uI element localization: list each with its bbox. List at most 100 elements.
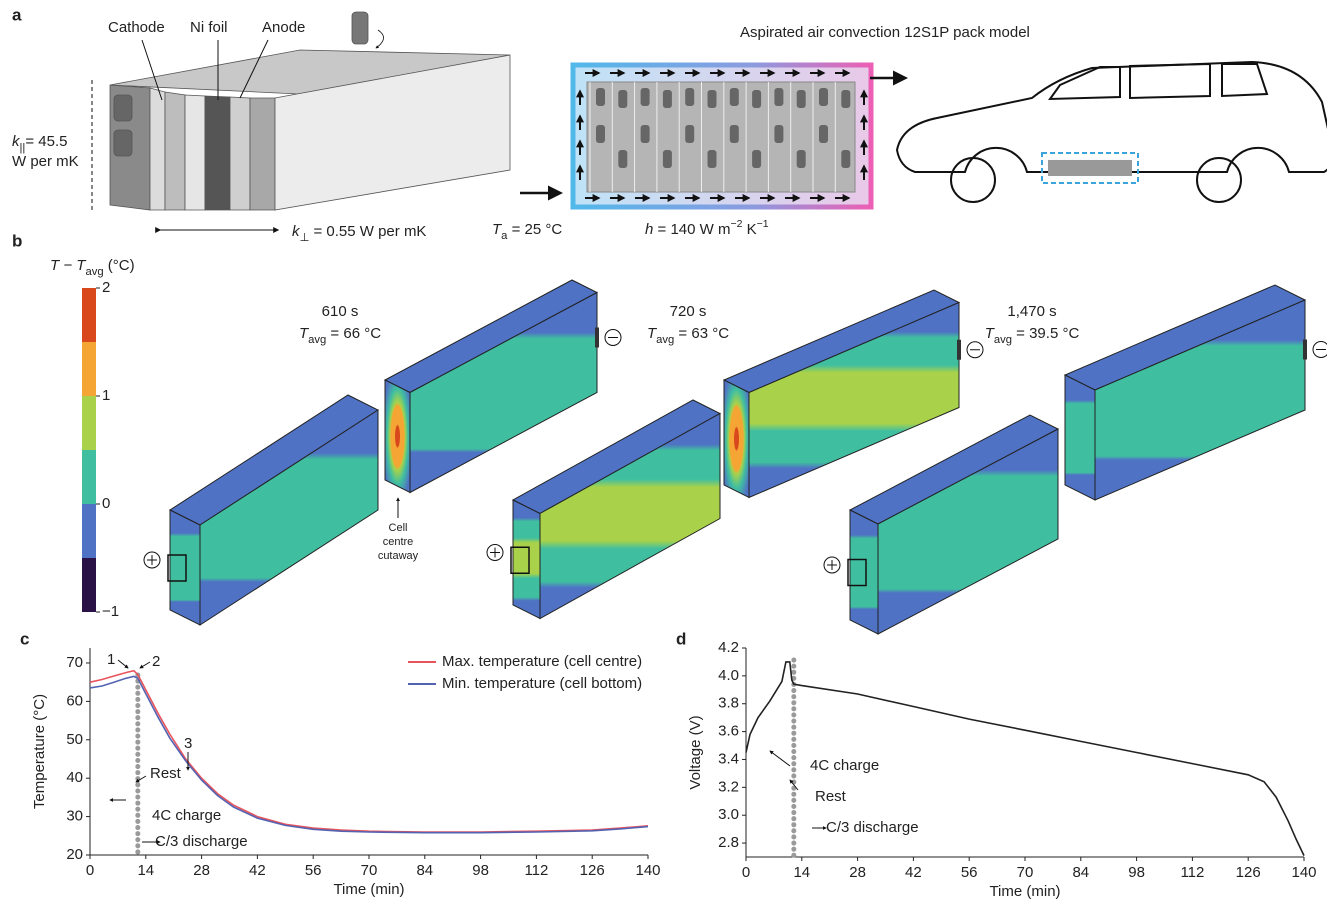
- text-part: avg: [994, 334, 1012, 346]
- x-tick-label: 140: [635, 862, 660, 879]
- cell: [486, 399, 722, 620]
- text-part: T: [50, 257, 61, 274]
- text-part: T: [492, 221, 503, 238]
- cutaway-label: cutaway: [378, 550, 419, 562]
- y-tick-label: 50: [66, 731, 83, 748]
- pack-model: [520, 62, 908, 210]
- x-tick-label: 28: [849, 864, 866, 881]
- x-tick-label: 84: [1072, 864, 1089, 881]
- pack-title: Aspirated air convection 12S1P pack mode…: [740, 24, 1030, 41]
- x-tick-label: 70: [1017, 864, 1034, 881]
- layer-label: Anode: [262, 19, 305, 36]
- annotation-arrow: [135, 775, 147, 783]
- y-tick-label: 60: [66, 692, 83, 709]
- y-tick-label: 4.0: [718, 667, 739, 684]
- snapshot-average: Tavg = 66 °C: [299, 325, 381, 346]
- text-part: = 45.5: [25, 133, 67, 150]
- annotation: 4C charge: [810, 757, 879, 774]
- y-tick-label: 70: [66, 654, 83, 671]
- text-part: = 25 °C: [507, 221, 562, 238]
- text-part: = 140 W m: [653, 221, 730, 238]
- pack-cell-tab: [707, 150, 717, 168]
- cell-tab: [595, 327, 599, 348]
- y-tick-label: 3.2: [718, 778, 739, 795]
- pointer-lines: [91, 39, 280, 233]
- annotation-arrow: [789, 779, 799, 791]
- text-part: a: [501, 230, 508, 242]
- pack-cell-tab: [796, 90, 806, 108]
- x-tick-label: 14: [137, 862, 154, 879]
- k-parallel-unit: W per mK: [12, 153, 79, 170]
- x-tick-label: 14: [793, 864, 810, 881]
- panel-label: a: [12, 5, 22, 24]
- x-tick-label: 112: [1180, 864, 1204, 881]
- colorbar-band: [82, 288, 96, 342]
- y-tick-label: 3.0: [718, 806, 739, 823]
- pack-cell-tab: [752, 150, 762, 168]
- cell-end: [1064, 374, 1096, 501]
- colorbar-band: [82, 342, 96, 396]
- text-part: T: [647, 325, 658, 342]
- text-part: = 39.5 °C: [1012, 325, 1079, 342]
- annotation: Rest: [150, 765, 182, 782]
- cell-end: [849, 509, 879, 635]
- pack-cell-tab: [841, 90, 851, 108]
- y-tick-label: 3.8: [718, 695, 739, 712]
- pack-cell-tab: [596, 88, 605, 106]
- pack-cell-tab: [819, 125, 828, 143]
- annotation: 1: [107, 651, 115, 668]
- pack-cell-tab: [774, 88, 784, 106]
- y-axis-label: Temperature (°C): [31, 694, 48, 809]
- annotation: C/3 discharge: [155, 833, 248, 850]
- annotation: C/3 discharge: [826, 819, 919, 836]
- cell-end: [512, 499, 541, 620]
- pack-cell-tab: [662, 90, 672, 108]
- cell-end: [169, 509, 201, 626]
- panel-label: d: [676, 629, 686, 648]
- panel-label: b: [12, 231, 22, 250]
- text-part: avg: [308, 334, 326, 346]
- text-part: avg: [85, 266, 103, 278]
- pack-cell-tab: [819, 88, 828, 106]
- annotation: 3: [184, 735, 192, 752]
- cell-stack: [109, 11, 511, 211]
- x-tick-label: 56: [305, 862, 322, 879]
- y-tick-label: 4.2: [718, 639, 739, 656]
- text-part: avg: [656, 334, 674, 346]
- pack-cell-tab: [752, 90, 762, 108]
- x-tick-label: 0: [86, 862, 94, 879]
- cutaway-label: Cell: [389, 522, 408, 534]
- pack-cell-tab: [596, 125, 605, 143]
- legend-label: Max. temperature (cell centre): [442, 653, 642, 670]
- colorbar-band: [82, 396, 96, 450]
- heat-transfer-coefficient: h = 140 W m−2 K−1: [645, 218, 769, 238]
- text-part: = 0.55 W per mK: [309, 223, 426, 240]
- text-part: T: [985, 325, 996, 342]
- cell: [722, 289, 984, 499]
- cell: [143, 394, 380, 626]
- annotation: 4C charge: [152, 807, 221, 824]
- car: [895, 60, 1327, 203]
- snapshot-time: 720 s: [670, 303, 707, 320]
- pack-cell-tab: [707, 90, 717, 108]
- legend-label: Min. temperature (cell bottom): [442, 675, 642, 692]
- terminal-symbol: [490, 547, 500, 558]
- layer-label: Ni foil: [190, 19, 228, 36]
- x-tick-label: 112: [524, 862, 548, 879]
- pack-cell-tab: [796, 150, 806, 168]
- cell: [1063, 284, 1327, 501]
- x-axis-label: Time (min): [333, 881, 404, 898]
- panel-label: c: [20, 629, 29, 648]
- colorbar-band: [82, 504, 96, 558]
- cell-tab: [1303, 339, 1307, 360]
- text-part: − T: [59, 257, 87, 274]
- pack-cell-tab: [618, 90, 628, 108]
- x-tick-label: 42: [905, 864, 922, 881]
- pack-cell-tab: [841, 150, 851, 168]
- annotation: 2: [152, 653, 160, 670]
- x-tick-label: 42: [249, 862, 266, 879]
- text-part: = 63 °C: [674, 325, 729, 342]
- pack-cell-tab: [618, 150, 628, 168]
- data-line: [89, 675, 649, 834]
- pack-cell-tab: [640, 88, 650, 106]
